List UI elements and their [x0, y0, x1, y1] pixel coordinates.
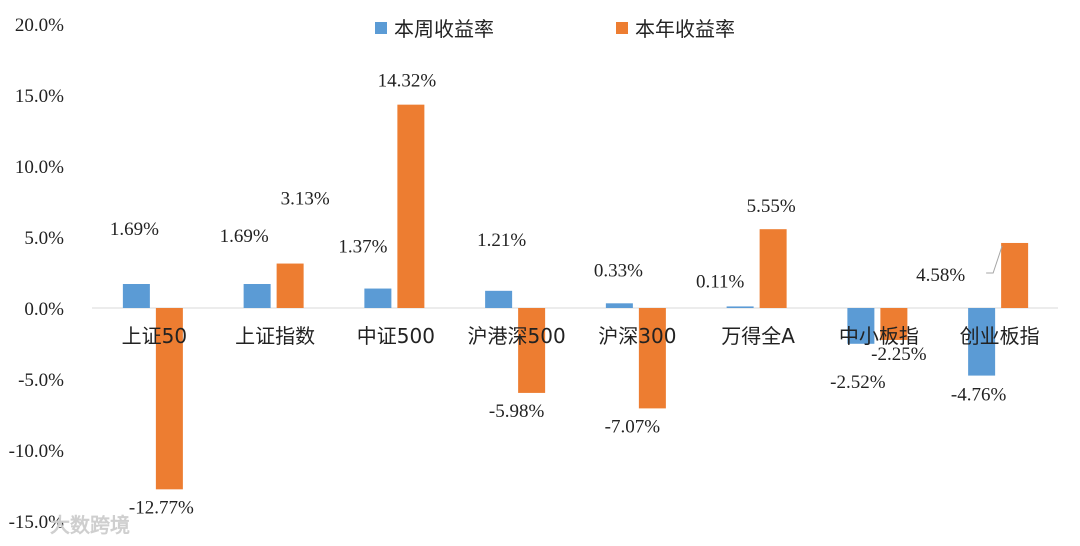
- weekly-data-label: 0.11%: [696, 271, 745, 292]
- yearly-return-bar: [518, 308, 546, 393]
- legend-label-weekly: 本周收益率: [394, 17, 494, 41]
- weekly-data-label: 1.69%: [220, 226, 269, 247]
- y-axis: 20.0% 15.0% 10.0% 5.0% 0.0% -5.0% -10.0% -15.0%: [9, 15, 65, 533]
- weekly-data-label: 1.69%: [110, 219, 159, 240]
- weekly-return-bar: [485, 290, 513, 308]
- weekly-return-bar: [968, 308, 996, 376]
- yearly-return-bar: [638, 308, 666, 409]
- yearly-data-label: -12.77%: [129, 497, 194, 518]
- category-label: 中证500: [357, 324, 435, 348]
- yearly-return-bar: [397, 104, 425, 308]
- y-tick-label: -15.0%: [9, 512, 65, 533]
- yearly-return-bar: [759, 229, 787, 308]
- y-tick-label: 15.0%: [15, 86, 64, 107]
- legend-swatch-yearly: [616, 22, 628, 34]
- category-label: 上证50: [122, 324, 187, 348]
- leader-line: [986, 245, 1003, 274]
- category-label: 万得全A: [721, 324, 795, 348]
- yearly-data-label: 5.55%: [747, 196, 796, 217]
- weekly-data-label: 0.33%: [594, 260, 643, 281]
- category-label: 沪港深500: [468, 324, 566, 348]
- weekly-data-label: 1.37%: [338, 237, 387, 258]
- legend-swatch-weekly: [375, 22, 387, 34]
- y-tick-label: 20.0%: [15, 15, 64, 36]
- y-tick-label: 5.0%: [24, 228, 64, 249]
- weekly-return-bar: [364, 288, 392, 308]
- weekly-return-bar: [243, 284, 271, 308]
- legend-label-yearly: 本年收益率: [635, 17, 735, 41]
- y-tick-label: 10.0%: [15, 157, 64, 178]
- category-label: 上证指数: [235, 324, 315, 348]
- weekly-return-bar: [122, 284, 150, 308]
- category-labels: 上证50 上证指数 中证500 沪港深500 沪深300 万得全A 中小板指 创业板指: [122, 324, 1040, 348]
- y-tick-label: -10.0%: [9, 441, 65, 462]
- weekly-return-bar: [847, 308, 875, 344]
- yearly-data-label: -2.25%: [871, 344, 927, 365]
- yearly-return-bar: [880, 308, 908, 340]
- yearly-data-label: 14.32%: [378, 71, 437, 92]
- bars: [122, 104, 1029, 490]
- weekly-data-label: -4.76%: [951, 385, 1007, 406]
- weekly-data-label: -2.52%: [830, 372, 886, 393]
- yearly-data-label: -5.98%: [489, 401, 545, 422]
- yearly-data-label: 3.13%: [281, 189, 330, 210]
- yearly-data-label: 4.58%: [916, 265, 965, 286]
- yearly-data-label: -7.07%: [605, 416, 661, 437]
- yearly-return-bar: [1001, 242, 1029, 308]
- weekly-return-bar: [605, 303, 633, 308]
- yearly-return-bar: [276, 263, 304, 308]
- y-tick-label: -5.0%: [18, 370, 64, 391]
- weekly-data-label: 1.21%: [477, 230, 526, 251]
- legend: 本周收益率 本年收益率: [375, 17, 735, 41]
- yearly-return-bar: [155, 308, 183, 490]
- category-label: 沪深300: [598, 324, 676, 348]
- category-label: 中小板指: [839, 324, 919, 348]
- leader-line-group: [986, 245, 1003, 274]
- weekly-return-bar: [726, 306, 754, 308]
- data-labels: 1.69% -12.77% 1.69% 3.13% 1.37% 14.32% 1.21% -5…: [110, 71, 1007, 519]
- y-tick-label: 0.0%: [24, 299, 64, 320]
- category-label: 创业板指: [960, 324, 1040, 348]
- watermark: 大数跨境: [50, 513, 130, 537]
